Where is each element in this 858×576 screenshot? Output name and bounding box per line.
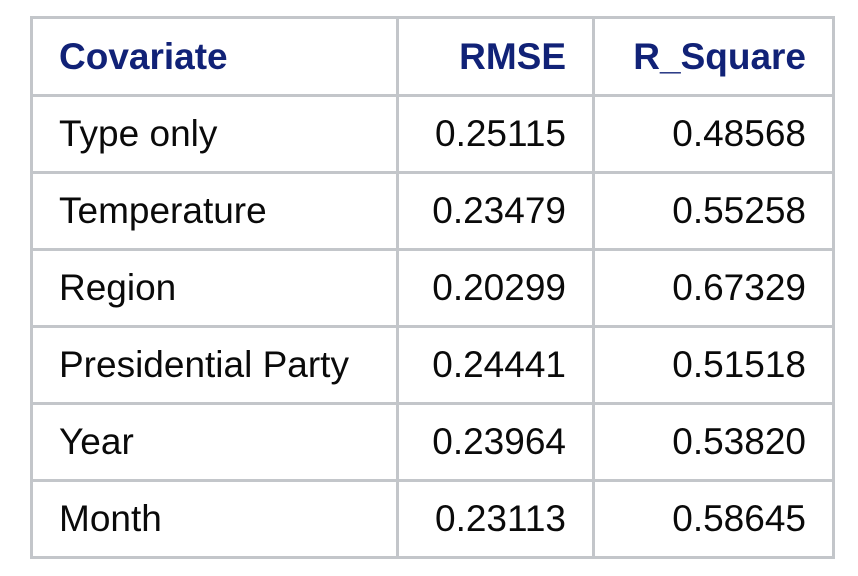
table-row: Type only 0.25115 0.48568 <box>30 94 835 174</box>
table-row: Temperature 0.23479 0.55258 <box>30 171 835 251</box>
table-body: Type only 0.25115 0.48568 Temperature 0.… <box>30 94 835 559</box>
cell-rmse: 0.24441 <box>396 325 595 405</box>
table-row: Month 0.23113 0.58645 <box>30 479 835 559</box>
cell-r-square: 0.48568 <box>592 94 835 174</box>
cell-r-square: 0.51518 <box>592 325 835 405</box>
results-table: Covariate RMSE R_Square Type only 0.2511… <box>30 16 835 559</box>
table-row: Year 0.23964 0.53820 <box>30 402 835 482</box>
cell-r-square: 0.58645 <box>592 479 835 559</box>
cell-rmse: 0.25115 <box>396 94 595 174</box>
cell-covariate: Temperature <box>30 171 399 251</box>
table-row: Presidential Party 0.24441 0.51518 <box>30 325 835 405</box>
cell-covariate: Region <box>30 248 399 328</box>
cell-covariate: Type only <box>30 94 399 174</box>
cell-covariate: Month <box>30 479 399 559</box>
header-row: Covariate RMSE R_Square <box>30 16 835 97</box>
header-r-square: R_Square <box>592 16 835 97</box>
table-header: Covariate RMSE R_Square <box>30 16 835 97</box>
cell-r-square: 0.55258 <box>592 171 835 251</box>
cell-rmse: 0.23964 <box>396 402 595 482</box>
cell-covariate: Year <box>30 402 399 482</box>
cell-rmse: 0.20299 <box>396 248 595 328</box>
cell-covariate: Presidential Party <box>30 325 399 405</box>
cell-rmse: 0.23113 <box>396 479 595 559</box>
header-covariate: Covariate <box>30 16 399 97</box>
cell-r-square: 0.67329 <box>592 248 835 328</box>
cell-rmse: 0.23479 <box>396 171 595 251</box>
header-rmse: RMSE <box>396 16 595 97</box>
table-row: Region 0.20299 0.67329 <box>30 248 835 328</box>
cell-r-square: 0.53820 <box>592 402 835 482</box>
